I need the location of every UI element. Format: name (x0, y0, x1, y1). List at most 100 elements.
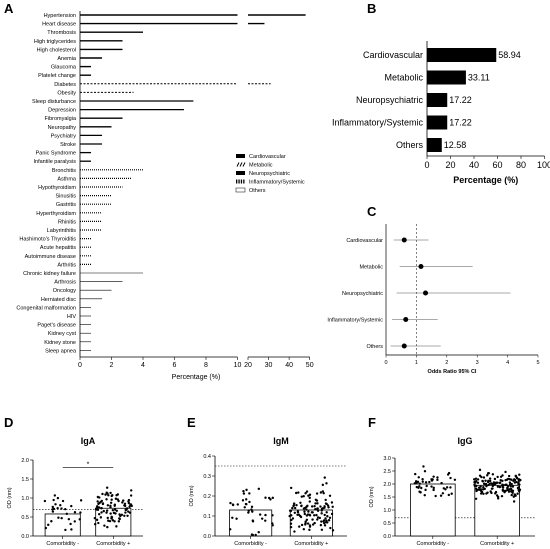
data-point (308, 524, 312, 527)
legend-swatch-dot (243, 179, 245, 184)
data-point (295, 503, 298, 507)
data-point (475, 488, 479, 491)
data-point (320, 520, 323, 523)
data-point (78, 518, 81, 521)
data-point (95, 518, 99, 522)
data-point (428, 480, 431, 484)
data-point (127, 501, 131, 505)
data-point (302, 495, 305, 498)
data-point (499, 481, 502, 485)
data-point (323, 524, 327, 527)
data-point (311, 511, 314, 514)
data-point (316, 518, 319, 521)
panel-a-tick-label: 40 (285, 362, 293, 369)
data-point (292, 504, 296, 507)
legend-swatch-hatch (236, 162, 240, 167)
disease-label: Thrombosis (47, 30, 76, 36)
mean-bar (409, 483, 456, 537)
legend-swatch-dot (240, 179, 243, 184)
legend-swatch (236, 171, 245, 175)
data-point (100, 511, 103, 514)
data-point (235, 517, 238, 520)
data-point (296, 510, 300, 514)
data-point (126, 514, 129, 517)
data-point (508, 481, 512, 484)
data-point (423, 494, 426, 497)
data-point (119, 514, 122, 518)
data-point (250, 505, 254, 509)
panel-d-letter: D (4, 415, 13, 430)
panel-a-tick-label: 30 (265, 362, 273, 369)
data-point (476, 478, 480, 481)
data-point (512, 495, 515, 498)
data-point (247, 509, 250, 512)
y-tick-label: 0.0 (203, 534, 211, 540)
data-point (517, 481, 520, 484)
data-point (57, 516, 60, 519)
data-point (491, 484, 495, 488)
data-point (64, 528, 67, 532)
data-point (290, 518, 293, 522)
data-point (105, 498, 108, 501)
data-point (512, 478, 516, 481)
data-point (430, 485, 433, 488)
panel-d-title: IgA (81, 436, 96, 446)
data-point (508, 478, 511, 481)
data-point (108, 519, 112, 523)
data-point (508, 483, 512, 486)
panel-a-xlabel: Percentage (%) (172, 374, 221, 381)
data-point (474, 497, 478, 501)
disease-label: Acute hepatitis (40, 245, 76, 251)
data-point (482, 492, 485, 496)
data-point (64, 507, 67, 511)
data-point (51, 510, 55, 513)
data-point (476, 481, 480, 484)
data-point (123, 504, 127, 508)
data-point (105, 491, 108, 494)
data-point (300, 495, 303, 498)
data-point (128, 511, 132, 514)
data-point (479, 485, 482, 488)
data-point (113, 520, 116, 523)
data-point (450, 492, 453, 495)
data-point (303, 510, 306, 513)
category-label: Others (366, 344, 383, 350)
data-point (490, 487, 494, 490)
data-point (288, 509, 292, 512)
data-point (112, 511, 116, 515)
data-point (308, 528, 311, 532)
data-point (436, 478, 439, 482)
disease-label: Platelet change (38, 73, 76, 79)
data-point (291, 506, 294, 510)
data-point (250, 533, 254, 536)
significance-marker: * (87, 462, 90, 469)
disease-label: Glaucoma (51, 65, 77, 71)
panel-a-tick-label: 0 (78, 362, 82, 369)
odds-ratio-point (401, 343, 407, 349)
data-point (123, 502, 127, 505)
panel-b-tick-label: 40 (469, 160, 479, 170)
data-point (105, 511, 108, 514)
data-point (449, 476, 452, 480)
data-point (496, 485, 500, 488)
data-point (305, 518, 309, 521)
data-point (289, 486, 293, 490)
data-point (482, 485, 485, 489)
odds-ratio-point (401, 237, 407, 243)
data-point (516, 492, 519, 495)
data-point (271, 496, 275, 500)
data-point (490, 491, 493, 495)
data-point (73, 511, 77, 514)
data-point (290, 514, 293, 517)
data-point (508, 488, 511, 491)
category-bar (427, 70, 466, 85)
data-point (53, 494, 57, 497)
data-point (56, 506, 59, 510)
disease-label: High cholesterol (37, 47, 76, 53)
y-tick-label: 2.0 (383, 482, 391, 488)
data-point (73, 520, 76, 523)
panel-a-tick-label: 20 (244, 362, 252, 369)
data-point (109, 491, 112, 495)
panel-f-letter: F (368, 415, 376, 430)
